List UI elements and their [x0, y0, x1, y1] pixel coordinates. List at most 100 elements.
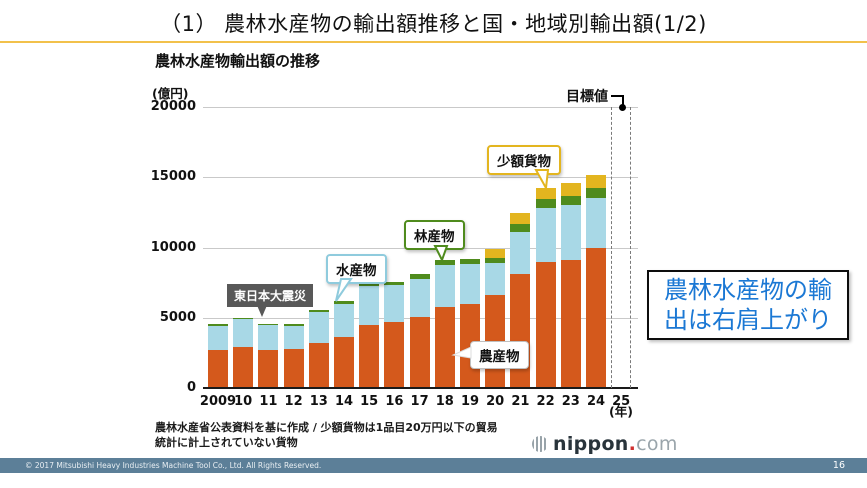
x-tick-25: 25 [612, 394, 631, 409]
source-note: 農林水産省公表資料を基に作成 / 少額貨物は1品目20万円以下の貿易 統計に計上… [155, 420, 535, 450]
annotation-earthquake-pointer [256, 303, 268, 317]
bar-segment-forestry-products [258, 323, 279, 326]
bar-segment-forestry-products [308, 309, 329, 312]
target-bar-dashed-left [611, 107, 612, 388]
x-tick-11: 11 [259, 394, 278, 409]
x-tick-21: 21 [511, 394, 530, 409]
x-axis-line [203, 387, 638, 389]
bar-segment-marine-products [208, 325, 228, 350]
key-message-line1: 農林水産物の輸 [664, 276, 832, 304]
bar-segment-forestry-products [359, 282, 380, 287]
title-underline [0, 41, 867, 43]
bar-segment-marine-products [460, 264, 480, 305]
logo-tld: com [636, 433, 678, 455]
bar-11 [258, 323, 279, 387]
source-note-line1: 農林水産省公表資料を基に作成 / 少額貨物は1品目20万円以下の貿易 [155, 421, 498, 434]
bar-segment-marine-products [233, 319, 254, 347]
x-tick-12: 12 [284, 394, 303, 409]
bar-segment-agricultural-products [384, 322, 405, 387]
bar-segment-marine-products [409, 278, 430, 318]
bar-segment-agricultural-products [208, 349, 228, 387]
bar-segment-forestry-products [233, 317, 254, 320]
x-tick-20: 20 [486, 394, 505, 409]
bar-22 [535, 188, 556, 387]
x-tick-2009: 2009 [199, 394, 237, 409]
legend-callout-agricultural-pointer [451, 346, 472, 359]
x-tick-14: 14 [334, 394, 354, 409]
x-tick-19: 19 [460, 394, 480, 409]
bar-segment-marine-products [359, 286, 380, 325]
x-tick-10: 10 [234, 394, 253, 409]
bar-segment-forestry-products [535, 199, 556, 208]
x-tick-24: 24 [586, 394, 606, 409]
bar-16 [384, 281, 405, 387]
bar-segment-forestry-products [334, 301, 354, 305]
bar-segment-agricultural-products [334, 336, 354, 387]
bar-segment-agricultural-products [258, 349, 279, 387]
bar-segment-agricultural-products [233, 346, 254, 387]
slide-title: （1） 農林水産物の輸出額推移と国・地域別輸出額(1/2) [160, 12, 707, 36]
y-tick-5000: 5000 [159, 309, 196, 325]
bar-segment-agricultural-products [560, 259, 581, 387]
target-value-label: 目標値 [566, 89, 608, 105]
y-tick-0: 0 [186, 380, 196, 395]
bar-segment-marine-products [334, 304, 354, 337]
bar-12 [283, 323, 304, 387]
x-tick-16: 16 [385, 394, 404, 409]
target-value-dot [619, 104, 626, 111]
x-tick-15: 15 [360, 394, 379, 409]
legend-callout-small-value-cargo-pointer [534, 169, 550, 192]
bar-18 [434, 259, 455, 387]
bar-15 [359, 282, 380, 387]
bar-segment-marine-products [485, 262, 506, 295]
bar-segment-agricultural-products [308, 342, 329, 387]
bar-segment-marine-products [535, 207, 556, 263]
bar-2009 [208, 324, 228, 387]
footer-bar: © 2017 Mitsubishi Heavy Industries Machi… [0, 458, 867, 473]
bar-segment-small-value-cargo [485, 248, 506, 258]
bar-segment-forestry-products [485, 257, 506, 263]
x-tick-23: 23 [561, 394, 580, 409]
logo-name: nippon [553, 433, 629, 455]
bar-10 [233, 317, 254, 387]
x-tick-22: 22 [536, 394, 555, 409]
bar-segment-marine-products [283, 325, 304, 350]
legend-callout-agricultural-products: 農産物 [470, 341, 529, 369]
y-tick-20000: 20000 [150, 99, 196, 114]
nippon-com-logo: nippon.com [532, 433, 678, 455]
nippon-com-sunburst-icon [532, 436, 548, 452]
y-tick-15000: 15000 [150, 169, 196, 185]
bar-segment-marine-products [560, 204, 581, 260]
key-message-box: 農林水産物の輸 出は右肩上がり [647, 270, 849, 340]
legend-callout-forestry-products: 林産物 [404, 220, 465, 250]
bar-segment-agricultural-products [283, 349, 304, 387]
bar-segment-forestry-products [560, 196, 581, 205]
bar-segment-forestry-products [283, 323, 304, 326]
x-tick-17: 17 [410, 394, 429, 409]
bar-segment-forestry-products [586, 188, 606, 198]
bar-segment-marine-products [308, 311, 329, 343]
bar-14 [334, 301, 354, 387]
source-note-line2: 統計に計上されていない貨物 [155, 436, 298, 449]
x-tick-13: 13 [309, 394, 328, 409]
logo-wordmark: nippon.com [553, 433, 678, 455]
bar-segment-agricultural-products [359, 324, 380, 387]
bar-segment-agricultural-products [535, 262, 556, 387]
stacked-bar-chart-plot-area: 0 5000 10000 15000 20000 2009 10 11 12 13 14 15 16 17… [151, 99, 638, 409]
logo-dot: . [628, 433, 637, 455]
legend-callout-forestry-pointer [433, 245, 449, 263]
bar-segment-agricultural-products [510, 274, 531, 387]
target-bar-dashed-right [630, 107, 631, 388]
bar-segment-marine-products [434, 264, 455, 308]
bar-segment-small-value-cargo [560, 182, 581, 197]
bar-24 [586, 175, 606, 387]
bar-17 [409, 273, 430, 387]
annotation-earthquake-label: 東日本大震災 [227, 284, 314, 307]
chart-title: 農林水産物輸出額の推移 [155, 52, 321, 70]
y-axis-unit-label: (億円) [152, 86, 189, 101]
x-tick-18: 18 [435, 394, 454, 409]
gridline-20000 [203, 107, 638, 108]
target-pointer-bracket [611, 95, 624, 107]
bar-segment-small-value-cargo [510, 213, 531, 224]
bar-segment-marine-products [510, 231, 531, 275]
